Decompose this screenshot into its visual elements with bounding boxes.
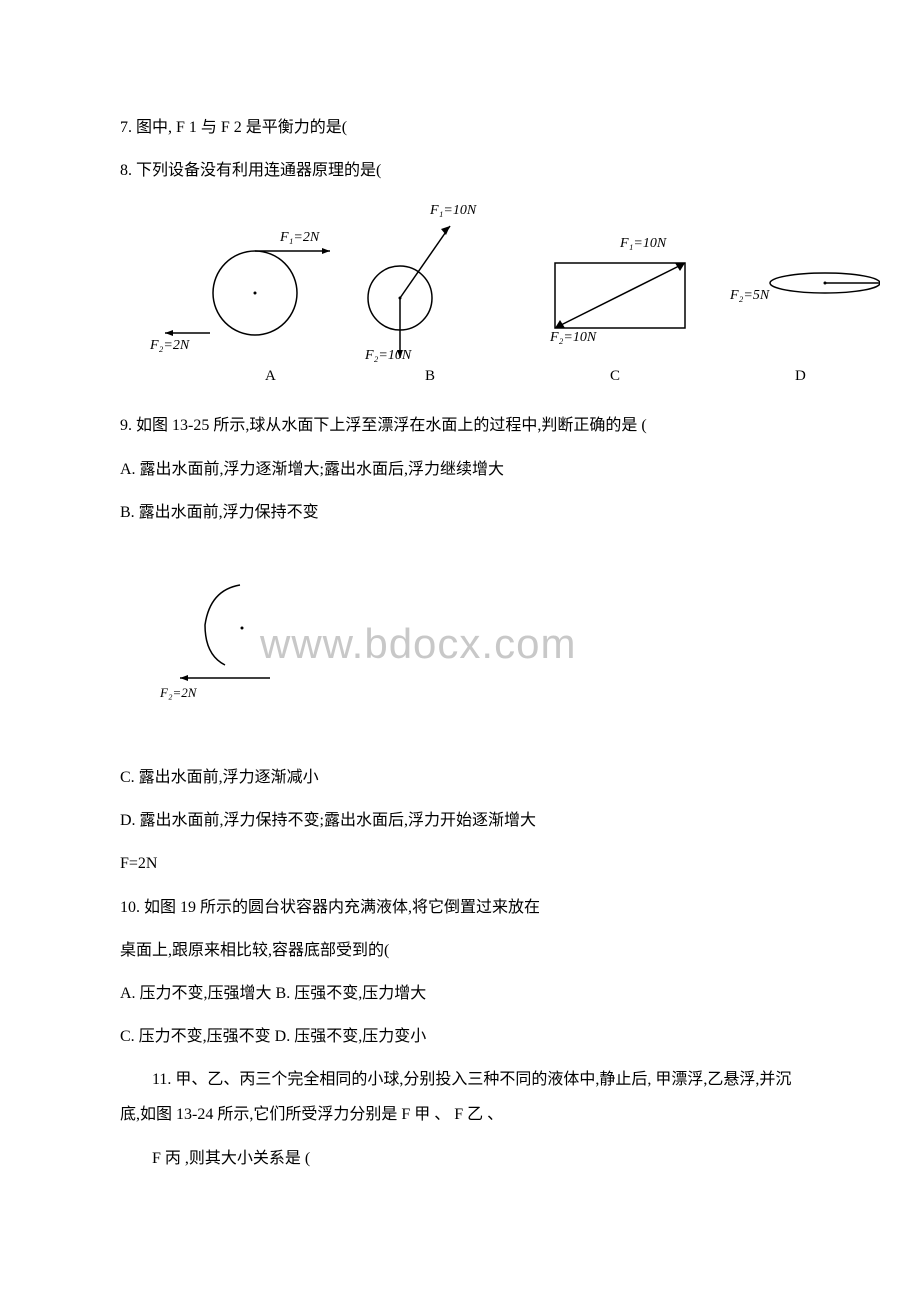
- letter-b: B: [425, 368, 435, 385]
- label-a-f2: F₂=2N: [150, 338, 189, 354]
- q10-option-cd: C. 压力不变,压强不变 D. 压强不变,压力变小: [120, 1019, 800, 1054]
- partial-label: F₂=2N: [160, 685, 196, 701]
- f-line: F=2N: [120, 846, 800, 881]
- diagram-svg: [160, 208, 880, 388]
- q9-option-c: C. 露出水面前,浮力逐渐减小: [120, 760, 800, 795]
- letter-d: D: [795, 368, 806, 385]
- question-7: 7. 图中, F 1 与 F 2 是平衡力的是(: [120, 110, 800, 145]
- question-8: 8. 下列设备没有利用连通器原理的是(: [120, 153, 800, 188]
- label-c-f2: F₂=10N: [550, 330, 596, 346]
- question-9: 9. 如图 13-25 所示,球从水面下上浮至漂浮在水面上的过程中,判断正确的是…: [120, 408, 800, 443]
- question-10: 10. 如图 19 所示的圆台状容器内充满液体,将它倒置过来放在: [120, 890, 800, 925]
- label-d-f2: F₂=5N: [730, 288, 769, 304]
- label-a-f1: F₁=2N: [280, 230, 319, 246]
- letter-c: C: [610, 368, 620, 385]
- physics-diagrams: F₁=2N F₂=2N F₁=10N F₂=10N F₁=10N F₂=10N …: [160, 208, 800, 388]
- label-b-f2: F₂=10N: [365, 348, 411, 364]
- q9-option-b: B. 露出水面前,浮力保持不变: [120, 495, 800, 530]
- question-10-2: 桌面上,跟原来相比较,容器底部受到的(: [120, 933, 800, 968]
- question-11-line1: 11. 甲、乙、丙三个完全相同的小球,分别投入三种不同的液体中,静止后, 甲漂浮…: [120, 1062, 800, 1132]
- q10-option-ab: A. 压力不变,压强增大 B. 压强不变,压力增大: [120, 976, 800, 1011]
- label-c-f1: F₁=10N: [620, 236, 666, 252]
- q9-option-d: D. 露出水面前,浮力保持不变;露出水面后,浮力开始逐渐增大: [120, 803, 800, 838]
- q9-option-a: A. 露出水面前,浮力逐渐增大;露出水面后,浮力继续增大: [120, 452, 800, 487]
- label-b-f1: F₁=10N: [430, 203, 476, 219]
- watermark-block: F₂=2N www.bdocx.com: [160, 560, 800, 730]
- watermark-text: www.bdocx.com: [260, 620, 576, 668]
- letter-a: A: [265, 368, 276, 385]
- question-11-line2: F 丙 ,则其大小关系是 (: [120, 1141, 800, 1176]
